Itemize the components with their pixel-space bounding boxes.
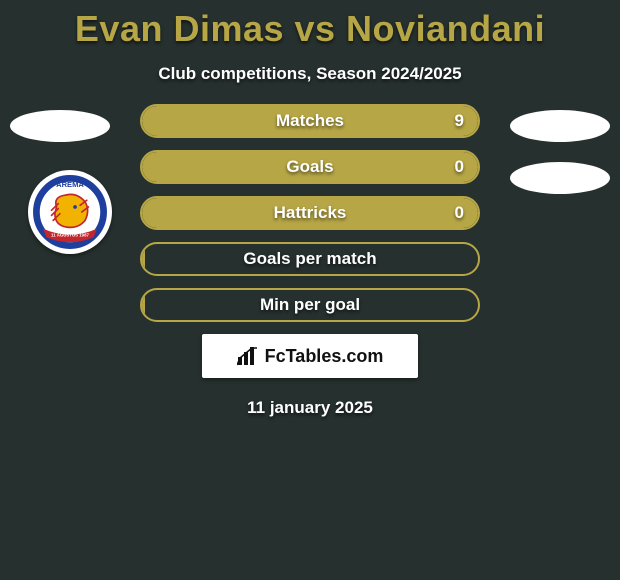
snapshot-date: 11 january 2025 xyxy=(0,398,620,418)
player-left-placeholder xyxy=(10,110,110,142)
brand-box: FcTables.com xyxy=(202,334,418,378)
stat-bar-label: Min per goal xyxy=(260,295,360,315)
player-right-placeholder-1 xyxy=(510,110,610,142)
club-logo-svg: AREMA 11 AGUSTUS 1987 xyxy=(28,170,112,254)
stat-bar: Matches 9 xyxy=(140,104,480,138)
stat-bar: Goals 0 xyxy=(140,150,480,184)
club-logo: AREMA 11 AGUSTUS 1987 xyxy=(28,170,112,254)
comparison-stage: AREMA 11 AGUSTUS 1987 Matches9Goals0Hatt… xyxy=(0,104,620,418)
stat-bar-label: Hattricks xyxy=(274,203,347,223)
stat-bar-label: Goals per match xyxy=(243,249,376,269)
stat-bar-label: Goals xyxy=(286,157,333,177)
stat-bar-value: 0 xyxy=(455,157,464,177)
brand-text: FcTables.com xyxy=(265,346,384,367)
club-logo-banner-text: 11 AGUSTUS 1987 xyxy=(51,232,89,237)
season-subtitle: Club competitions, Season 2024/2025 xyxy=(0,64,620,84)
stat-bars: Matches 9 Goals 0 Hattricks 0 Goals per match M… xyxy=(140,104,480,322)
comparison-title: Evan Dimas vs Noviandani xyxy=(0,0,620,50)
stat-bar-label: Matches xyxy=(276,111,344,131)
stat-bar-fill xyxy=(142,290,145,320)
player-right-placeholder-2 xyxy=(510,162,610,194)
club-logo-top-text: AREMA xyxy=(56,180,84,189)
stat-bar: Min per goal xyxy=(140,288,480,322)
stat-bar-fill xyxy=(142,244,145,274)
stat-bar-value: 9 xyxy=(455,111,464,131)
stat-bar: Hattricks 0 xyxy=(140,196,480,230)
stat-bar-value: 0 xyxy=(455,203,464,223)
bar-chart-icon xyxy=(237,346,259,366)
stat-bar: Goals per match xyxy=(140,242,480,276)
